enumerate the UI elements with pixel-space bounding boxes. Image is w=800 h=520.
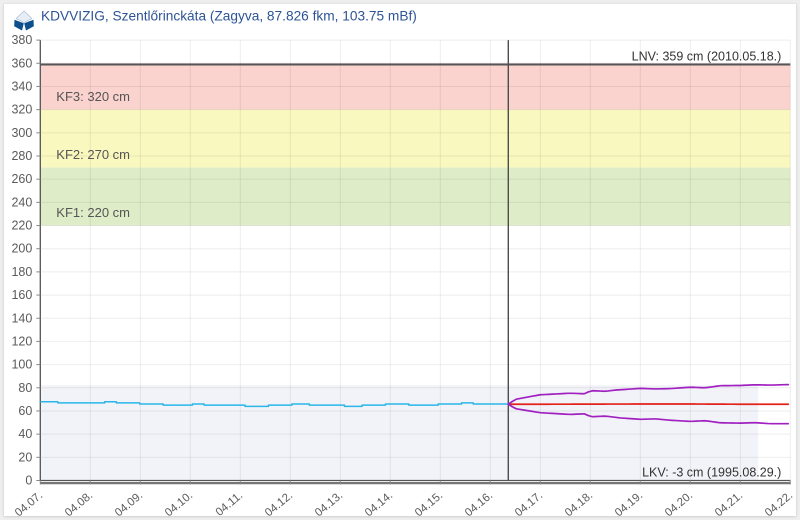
svg-text:LNV: 359 cm (2010.05.18.): LNV: 359 cm (2010.05.18.)	[632, 49, 782, 63]
svg-text:LKV: -3 cm (1995.08.29.): LKV: -3 cm (1995.08.29.)	[642, 466, 781, 480]
svg-text:KF1: 220 cm: KF1: 220 cm	[56, 205, 130, 220]
svg-text:240: 240	[11, 195, 32, 209]
svg-text:220: 220	[11, 219, 32, 233]
svg-text:40: 40	[18, 427, 32, 441]
svg-text:120: 120	[11, 334, 32, 348]
svg-text:200: 200	[11, 242, 32, 256]
svg-text:280: 280	[11, 149, 32, 163]
svg-text:140: 140	[11, 311, 32, 325]
svg-text:20: 20	[18, 450, 32, 464]
svg-text:360: 360	[11, 56, 32, 70]
svg-text:260: 260	[11, 172, 32, 186]
svg-text:KF2: 270 cm: KF2: 270 cm	[56, 147, 130, 162]
svg-text:KF3: 320 cm: KF3: 320 cm	[56, 89, 130, 104]
svg-text:300: 300	[11, 126, 32, 140]
svg-text:KDVVIZIG, Szentlőrinckáta (Zag: KDVVIZIG, Szentlőrinckáta (Zagyva, 87.82…	[41, 9, 417, 24]
svg-text:0: 0	[25, 474, 32, 488]
svg-text:60: 60	[18, 404, 32, 418]
svg-text:180: 180	[11, 265, 32, 279]
svg-text:320: 320	[11, 103, 32, 117]
svg-text:80: 80	[18, 381, 32, 395]
svg-text:160: 160	[11, 288, 32, 302]
svg-text:100: 100	[11, 358, 32, 372]
svg-text:380: 380	[11, 33, 32, 47]
svg-text:340: 340	[11, 79, 32, 93]
